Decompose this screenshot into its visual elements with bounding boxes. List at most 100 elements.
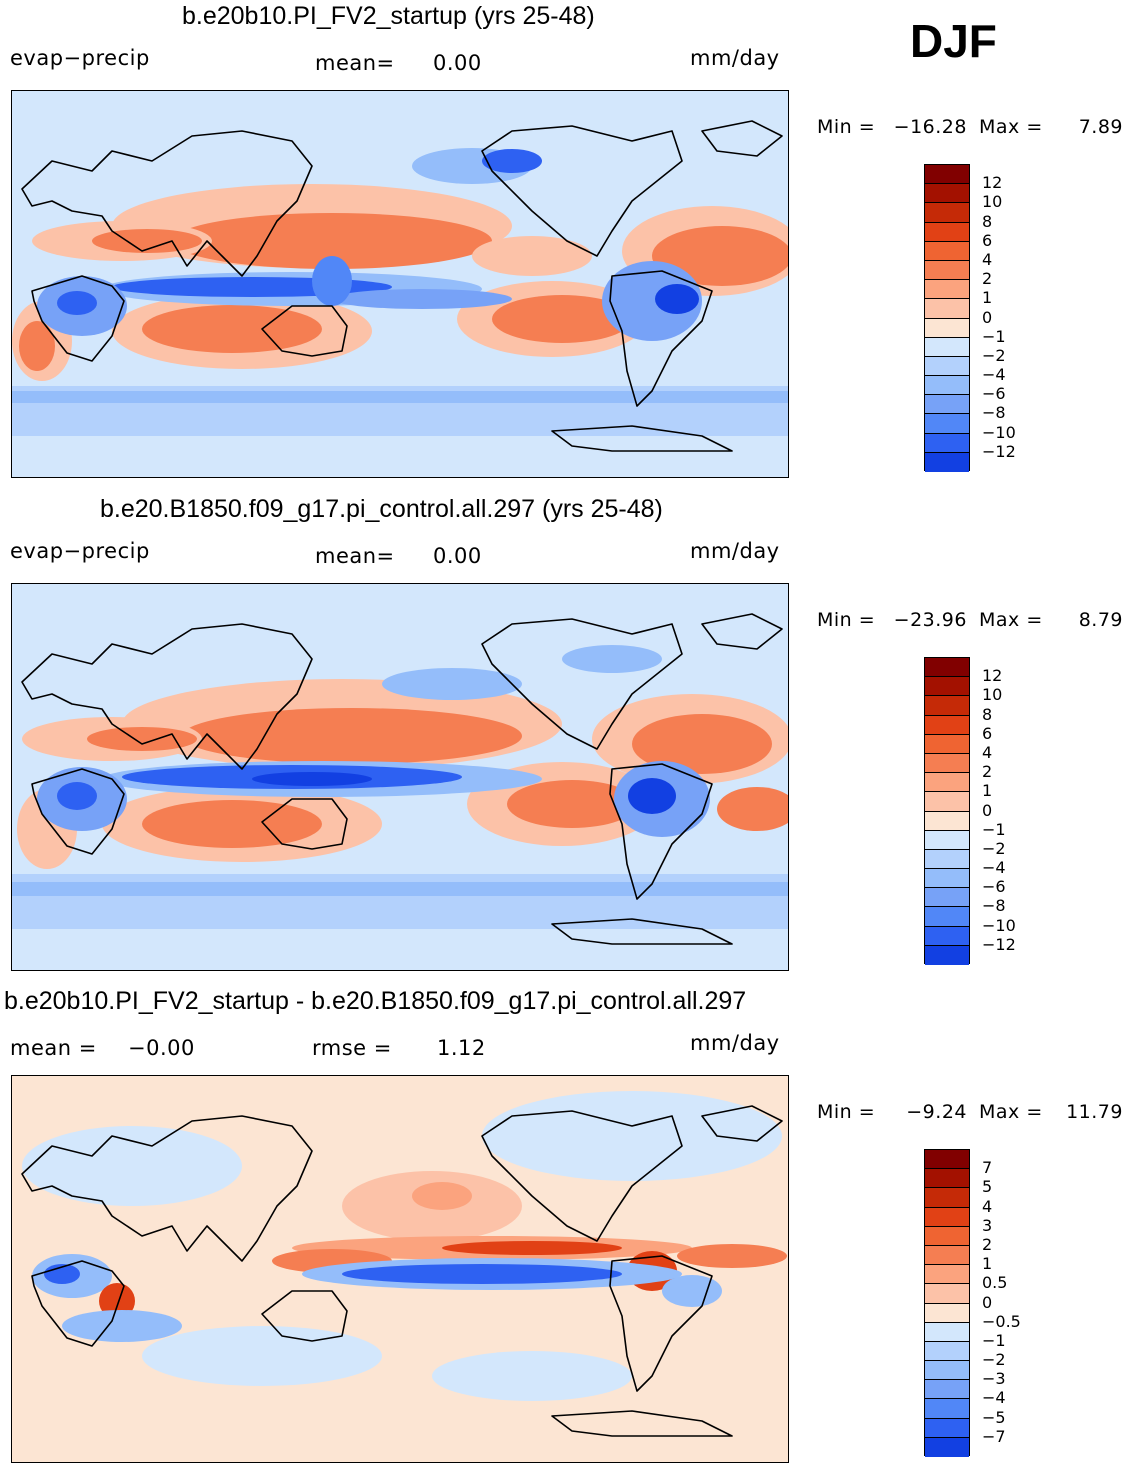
colorbar-cell (925, 1341, 969, 1362)
panel2-mean-label: mean= (315, 544, 395, 568)
colorbar-cell (925, 1284, 969, 1304)
panel2-min-value: −23.96 (893, 609, 967, 631)
colorbar-cell (925, 869, 969, 889)
colorbar-cell (925, 715, 969, 735)
colorbar-tick-label: −3 (982, 1369, 1006, 1389)
colorbar-cell (925, 1361, 969, 1381)
colorbar-tick-label: −8 (982, 403, 1006, 423)
panel1-min-value: −16.28 (893, 116, 967, 138)
colorbar-cell (925, 165, 969, 185)
colorbar-tick-label: 1 (982, 288, 993, 308)
colorbar-tick-label: −4 (982, 858, 1006, 878)
panel3-units: mm/day (690, 1031, 780, 1055)
panel1-mean-label: mean= (315, 51, 395, 75)
season-label: DJF (910, 15, 997, 67)
colorbar-tick-label: 6 (982, 230, 993, 250)
colorbar-tick-label: 4 (982, 1196, 993, 1216)
colorbar-cell (925, 926, 969, 946)
colorbar-cell (925, 184, 969, 204)
colorbar-tick-label: 0 (982, 1292, 993, 1312)
panel3-mean-value: −0.00 (128, 1036, 195, 1060)
panel1-map (11, 90, 789, 478)
panel3-min-label: Min = (817, 1101, 876, 1123)
panel3-mean-label: mean = (10, 1036, 97, 1060)
colorbar-cell (925, 677, 969, 697)
colorbar-tick-label: −8 (982, 896, 1006, 916)
panel3-max-value: 11.79 (1066, 1101, 1123, 1123)
colorbar-tick-label: 7 (982, 1158, 993, 1178)
colorbar-cell (925, 811, 969, 831)
panel3-minmax: Min = −9.24 Max = 11.79 (817, 1101, 1123, 1123)
panel1-minmax: Min = −16.28 Max = 7.89 (817, 116, 1123, 138)
panel1-coastlines (21, 120, 783, 452)
colorbar-cell (925, 337, 969, 357)
colorbar-cell (925, 658, 969, 678)
panel3-min-value: −9.24 (906, 1101, 967, 1123)
panel3-rmse-value: 1.12 (437, 1036, 486, 1060)
colorbar-cell (925, 280, 969, 300)
panel1-max-value: 7.89 (1078, 116, 1123, 138)
colorbar-cell (925, 1226, 969, 1246)
colorbar-tick-label: 3 (982, 1215, 993, 1235)
colorbar-tick-label: 8 (982, 704, 993, 724)
colorbar-tick-label: 8 (982, 211, 993, 231)
colorbar-tick-label: −4 (982, 1388, 1006, 1408)
colorbar-tick-label: 12 (982, 666, 1003, 686)
panel1-variable-label: evap−precip (10, 46, 150, 70)
panel3-max-label: Max = (979, 1101, 1043, 1123)
colorbar-tick-label: 1 (982, 781, 993, 801)
colorbar-cell (925, 1418, 969, 1438)
panel3-title: b.e20b10.PI_FV2_startup - b.e20.B1850.f0… (4, 987, 747, 1015)
colorbar-cell (925, 1169, 969, 1189)
colorbar-cell (925, 241, 969, 261)
colorbar-cell (925, 299, 969, 319)
panel2-mean-value: 0.00 (433, 544, 482, 568)
panel1-units: mm/day (690, 46, 780, 70)
colorbar-cell (925, 260, 969, 281)
colorbar-tick-label: −2 (982, 345, 1006, 365)
panel1-min-label: Min = (817, 116, 876, 138)
colorbar-tick-label: 0 (982, 800, 993, 820)
colorbar-cell (925, 1380, 969, 1400)
colorbar-cell (925, 395, 969, 415)
colorbar-cell (925, 945, 969, 965)
colorbar-tick-label: 10 (982, 192, 1003, 212)
colorbar-cell (925, 452, 969, 472)
colorbar-tick-label: 5 (982, 1177, 993, 1197)
colorbar-cell (925, 907, 969, 927)
colorbar-cell (925, 734, 969, 754)
panel2-map (11, 583, 789, 971)
colorbar-cell (925, 356, 969, 377)
colorbar-tick-label: −4 (982, 365, 1006, 385)
colorbar-cell (925, 433, 969, 453)
panel2-colorbar (924, 657, 970, 965)
colorbar-tick-label: −1 (982, 819, 1006, 839)
colorbar-cell (925, 849, 969, 870)
colorbar-cell (925, 222, 969, 242)
colorbar-tick-label: 2 (982, 269, 993, 289)
colorbar-tick-label: −1 (982, 326, 1006, 346)
colorbar-cell (925, 1207, 969, 1227)
colorbar-cell (925, 203, 969, 223)
colorbar-tick-label: 0.5 (982, 1273, 1008, 1293)
colorbar-tick-label: 10 (982, 685, 1003, 705)
panel2-max-value: 8.79 (1078, 609, 1123, 631)
colorbar-cell (925, 1265, 969, 1285)
colorbar-tick-label: −0.5 (982, 1311, 1021, 1331)
colorbar-tick-label: −2 (982, 1350, 1006, 1370)
colorbar-cell (925, 888, 969, 908)
panel2-units: mm/day (690, 539, 780, 563)
panel2-variable-label: evap−precip (10, 539, 150, 563)
colorbar-tick-label: 0 (982, 307, 993, 327)
colorbar-tick-label: 6 (982, 723, 993, 743)
colorbar-tick-label: −10 (982, 915, 1016, 935)
panel3-field (22, 1091, 787, 1401)
colorbar-tick-label: −12 (982, 934, 1016, 954)
colorbar-tick-label: −1 (982, 1330, 1006, 1350)
panel2-field (12, 645, 788, 929)
panel1-field (12, 148, 788, 436)
colorbar-cell (925, 1322, 969, 1342)
colorbar-tick-label: −6 (982, 384, 1006, 404)
colorbar-cell (925, 1150, 969, 1170)
colorbar-cell (925, 318, 969, 338)
